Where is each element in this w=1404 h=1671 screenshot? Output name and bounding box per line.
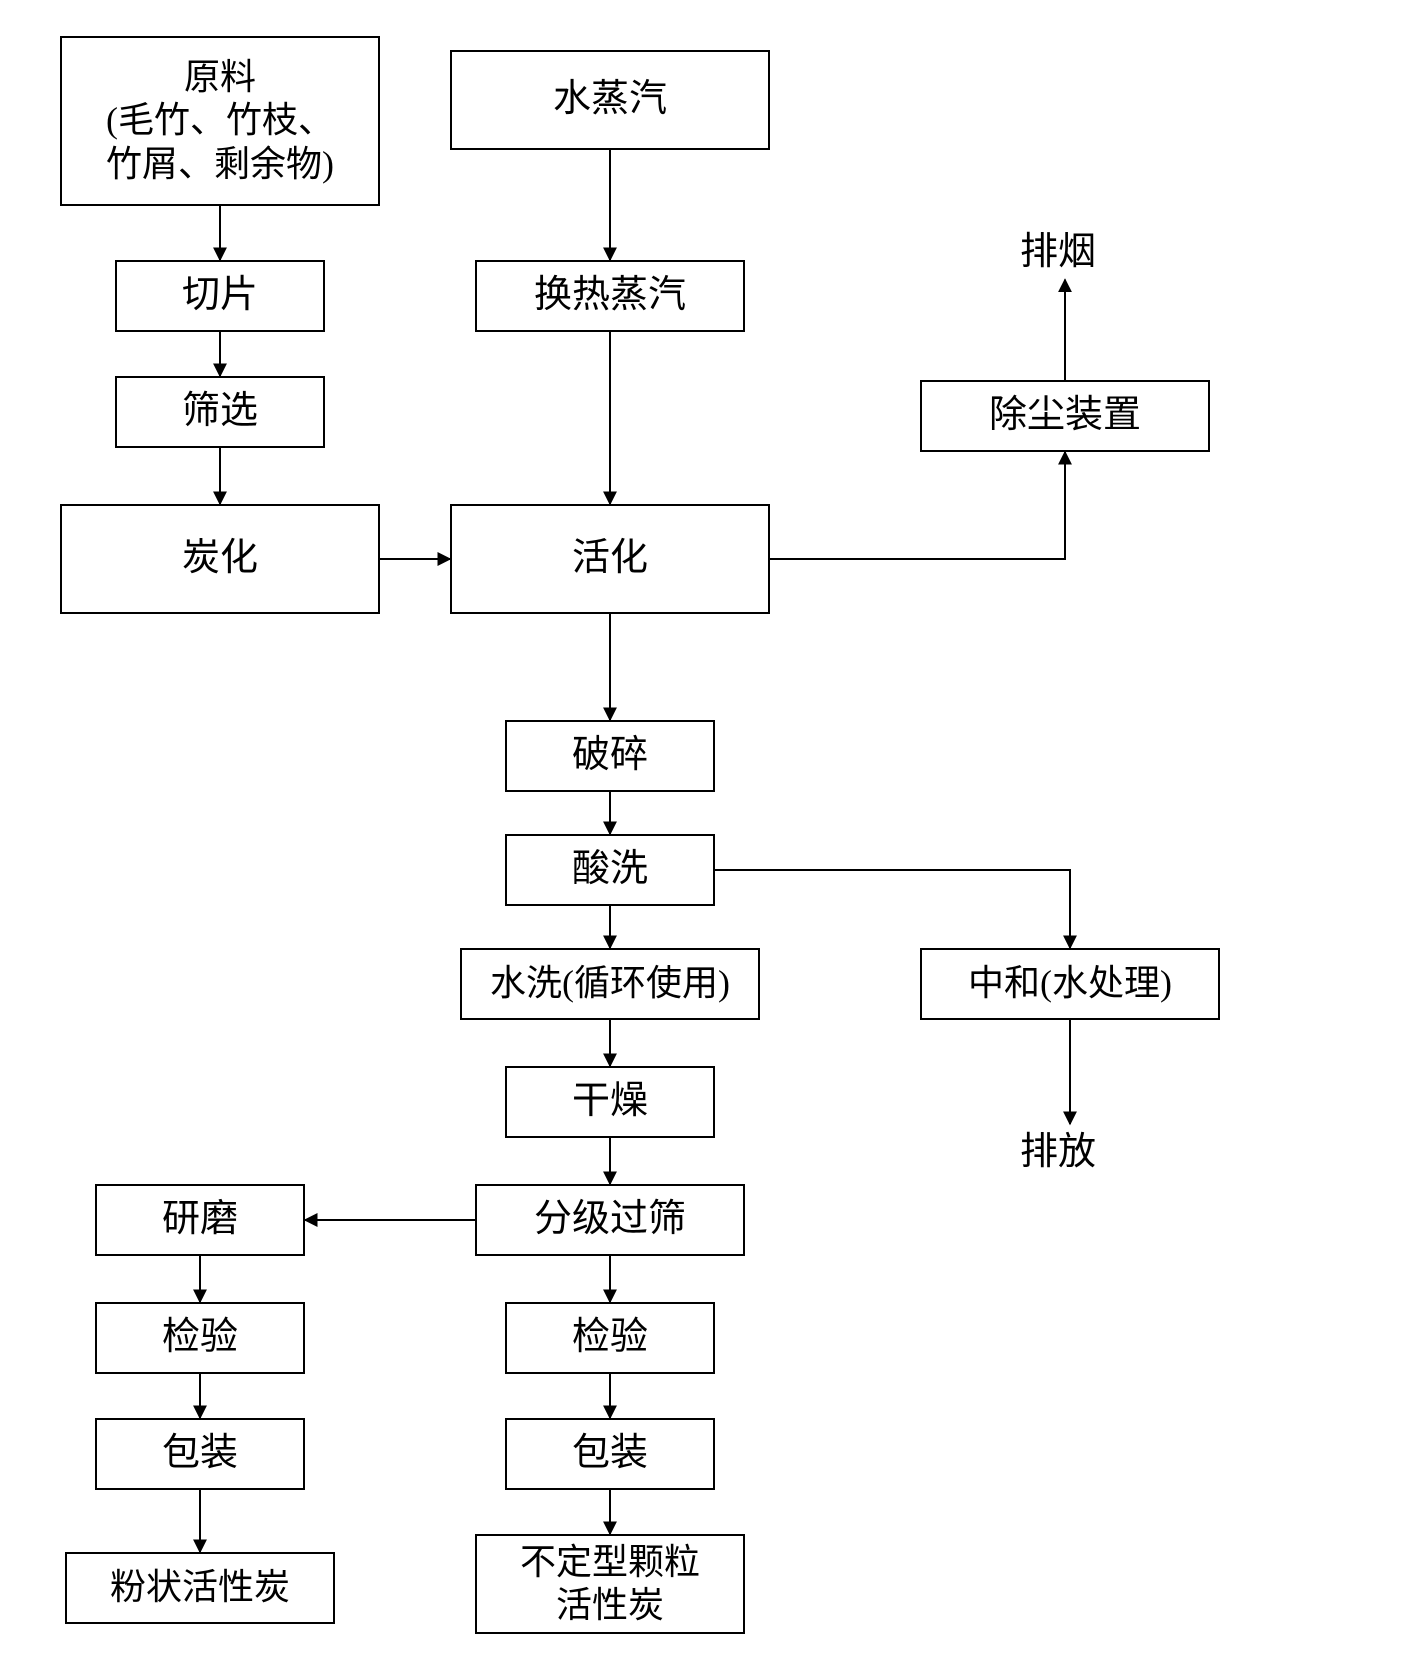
node-carbonize: 炭化: [60, 504, 380, 614]
node-label: 干燥: [572, 1079, 648, 1125]
node-steam: 水蒸汽: [450, 50, 770, 150]
node-crush: 破碎: [505, 720, 715, 792]
node-dry: 干燥: [505, 1066, 715, 1138]
node-dust: 除尘装置: [920, 380, 1210, 452]
node-inspectC: 检验: [505, 1302, 715, 1374]
node-label: 炭化: [182, 536, 258, 582]
node-activate: 活化: [450, 504, 770, 614]
node-label: 活化: [572, 536, 648, 582]
edge-activate-dust: [770, 452, 1065, 559]
node-grind: 研磨: [95, 1184, 305, 1256]
node-label: 检验: [162, 1315, 238, 1361]
node-slice: 切片: [115, 260, 325, 332]
node-label: 酸洗: [572, 847, 648, 893]
node-packL: 包装: [95, 1418, 305, 1490]
node-powder: 粉状活性炭: [65, 1552, 335, 1624]
node-label: 研磨: [162, 1197, 238, 1243]
node-sieve: 分级过筛: [475, 1184, 745, 1256]
node-heatex: 换热蒸汽: [475, 260, 745, 332]
edge-acid-neutral: [715, 870, 1070, 948]
node-label: 中和(水处理): [968, 962, 1172, 1005]
node-label: 筛选: [182, 389, 258, 435]
node-label: 原料 (毛竹、竹枝、 竹屑、剩余物): [106, 56, 334, 186]
node-label: 除尘装置: [989, 393, 1141, 439]
node-label: 切片: [182, 273, 258, 319]
node-label: 水洗(循环使用): [490, 962, 730, 1005]
node-label: 包装: [572, 1431, 648, 1477]
node-label: 检验: [572, 1315, 648, 1361]
node-label: 不定型颗粒 活性炭: [520, 1541, 700, 1627]
label-discharge: 排放: [1020, 1130, 1096, 1176]
node-label: 包装: [162, 1431, 238, 1477]
node-raw: 原料 (毛竹、竹枝、 竹屑、剩余物): [60, 36, 380, 206]
node-inspectL: 检验: [95, 1302, 305, 1374]
node-label: 水蒸汽: [553, 77, 667, 123]
node-granular: 不定型颗粒 活性炭: [475, 1534, 745, 1634]
node-neutral: 中和(水处理): [920, 948, 1220, 1020]
node-label: 粉状活性炭: [110, 1566, 290, 1609]
node-waterwash: 水洗(循环使用): [460, 948, 760, 1020]
node-label: 换热蒸汽: [534, 273, 686, 319]
node-label: 破碎: [572, 733, 648, 779]
node-packC: 包装: [505, 1418, 715, 1490]
node-label: 分级过筛: [534, 1197, 686, 1243]
node-screen: 筛选: [115, 376, 325, 448]
node-acid: 酸洗: [505, 834, 715, 906]
label-exhaust: 排烟: [1020, 230, 1096, 276]
